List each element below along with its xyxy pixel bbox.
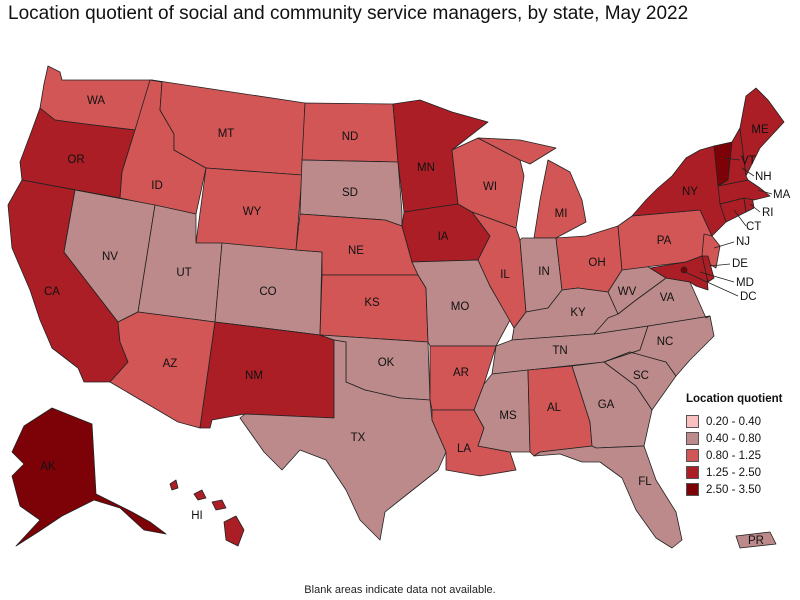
label-IN: IN: [538, 266, 550, 278]
label-NV: NV: [102, 251, 118, 263]
legend-swatch: [686, 449, 699, 462]
state-AK[interactable]: [11, 407, 167, 547]
label-PR: PR: [748, 535, 764, 547]
map-title: Location quotient of social and communit…: [8, 3, 689, 24]
legend: Location quotient 0.20 - 0.40 0.40 - 0.8…: [686, 393, 782, 498]
label-TN: TN: [552, 345, 567, 357]
legend-item: 0.40 - 0.80: [686, 430, 782, 447]
label-IA: IA: [438, 231, 449, 243]
label-NM: NM: [245, 370, 263, 382]
legend-item: 2.50 - 3.50: [686, 481, 782, 498]
label-HI: HI: [191, 510, 203, 522]
state-HI[interactable]: [169, 479, 245, 547]
state-TX[interactable]: [239, 339, 447, 541]
leader-CT: [733, 209, 747, 227]
legend-label: 0.20 - 0.40: [706, 415, 761, 428]
label-LA: LA: [457, 443, 471, 455]
label-GA: GA: [598, 399, 615, 411]
label-VA: VA: [660, 292, 675, 304]
label-MN: MN: [417, 162, 435, 174]
state-MI[interactable]: [477, 137, 557, 165]
label-NH: NH: [755, 171, 772, 183]
legend-label: 0.80 - 1.25: [706, 449, 761, 462]
label-UT: UT: [176, 267, 191, 279]
label-DE: DE: [732, 258, 748, 270]
leader-RI: [749, 203, 761, 213]
label-ND: ND: [342, 131, 359, 143]
state-ME[interactable]: [739, 87, 785, 177]
label-SC: SC: [633, 370, 649, 382]
leader-NH: [741, 167, 755, 177]
legend-title: Location quotient: [686, 393, 783, 405]
legend-swatch: [686, 483, 699, 496]
label-WY: WY: [243, 206, 262, 218]
state-PR[interactable]: [735, 531, 777, 549]
legend-swatch: [686, 466, 699, 479]
label-MI: MI: [555, 208, 568, 220]
label-NY: NY: [682, 186, 698, 198]
label-DC: DC: [740, 291, 757, 303]
label-NC: NC: [657, 336, 674, 348]
leader-DC: [684, 271, 739, 297]
label-VT: VT: [741, 155, 756, 167]
label-AL: AL: [547, 402, 562, 414]
label-MA: MA: [773, 189, 791, 201]
state-DC[interactable]: [680, 266, 688, 274]
state-NY[interactable]: [631, 145, 727, 237]
legend-item: 0.80 - 1.25: [686, 447, 782, 464]
legend-swatch: [686, 432, 699, 445]
label-PA: PA: [657, 235, 672, 247]
leader-NJ: [713, 241, 735, 249]
label-ID: ID: [151, 180, 163, 192]
label-WI: WI: [483, 181, 497, 193]
leader-DE: [709, 263, 731, 267]
label-MD: MD: [736, 277, 754, 289]
state-FL[interactable]: [533, 445, 683, 549]
label-MS: MS: [499, 410, 517, 422]
label-OR: OR: [67, 154, 84, 166]
label-AK: AK: [40, 461, 56, 473]
label-MT: MT: [218, 128, 235, 140]
label-FL: FL: [638, 476, 652, 488]
label-CO: CO: [259, 286, 276, 298]
label-NE: NE: [348, 245, 364, 257]
legend-item: 0.20 - 0.40: [686, 413, 782, 430]
legend-label: 0.40 - 0.80: [706, 432, 761, 445]
leader-MA: [757, 189, 773, 195]
label-ME: ME: [751, 124, 769, 136]
label-OH: OH: [588, 257, 605, 269]
label-WA: WA: [87, 95, 105, 107]
label-RI: RI: [762, 207, 774, 219]
legend-label: 2.50 - 3.50: [706, 483, 761, 496]
label-KS: KS: [364, 297, 380, 309]
label-OK: OK: [378, 357, 395, 369]
label-IL: IL: [500, 269, 510, 281]
leader-VT: [723, 157, 741, 161]
state-NC[interactable]: [603, 315, 715, 377]
label-NJ: NJ: [736, 236, 750, 248]
label-CT: CT: [746, 221, 761, 233]
state-MA[interactable]: [717, 179, 771, 205]
label-SD: SD: [342, 187, 358, 199]
label-TX: TX: [351, 432, 366, 444]
label-AR: AR: [453, 367, 469, 379]
legend-label: 1.25 - 2.50: [706, 466, 761, 479]
label-AZ: AZ: [163, 358, 178, 370]
state-NM[interactable]: [199, 321, 335, 429]
label-CA: CA: [44, 286, 60, 298]
label-KY: KY: [570, 307, 586, 319]
leader-MD: [699, 271, 735, 283]
label-MO: MO: [451, 301, 470, 313]
footnote: Blank areas indicate data not available.: [304, 584, 496, 596]
state-MI2[interactable]: [533, 159, 587, 239]
label-WV: WV: [618, 286, 637, 298]
state-MD[interactable]: [649, 255, 709, 291]
legend-item: 1.25 - 2.50: [686, 464, 782, 481]
legend-swatch: [686, 415, 699, 428]
